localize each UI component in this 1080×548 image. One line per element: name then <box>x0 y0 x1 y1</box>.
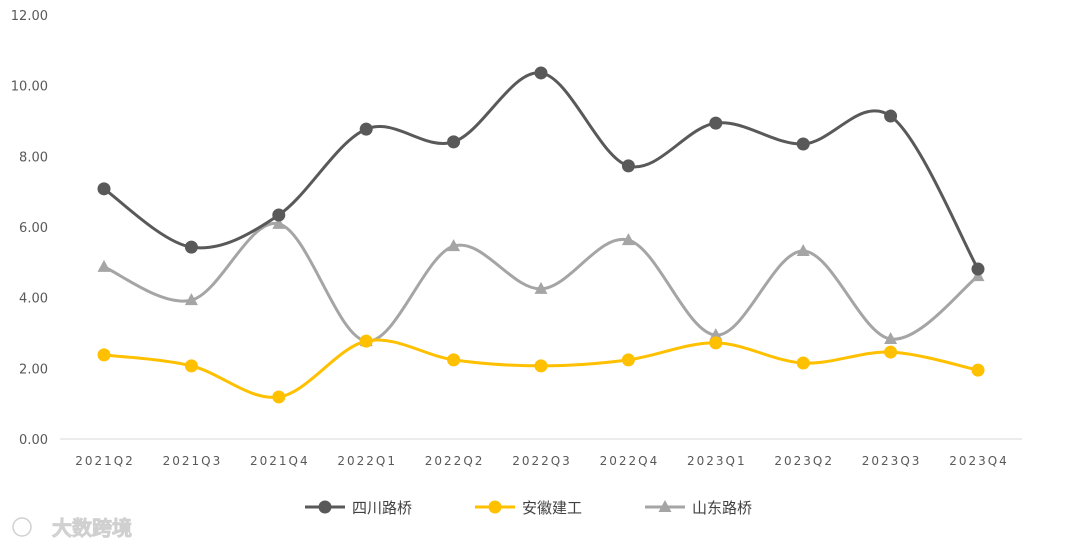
watermark: 大数跨境 <box>12 516 132 540</box>
data-point <box>447 353 461 367</box>
series-2 <box>97 216 985 347</box>
data-point <box>272 208 286 222</box>
data-point <box>534 281 548 294</box>
data-point <box>447 239 461 252</box>
x-tick-label: 2023Q4 <box>949 454 1009 468</box>
legend-label: 四川路桥 <box>352 499 412 517</box>
y-tick-label: 4.00 <box>19 292 48 307</box>
data-point <box>884 332 898 345</box>
data-point <box>709 336 723 350</box>
legend-item: 安徽建工 <box>475 499 582 517</box>
x-tick-label: 2022Q2 <box>425 454 485 468</box>
x-tick-label: 2023Q2 <box>774 454 834 468</box>
watermark-logo-icon <box>12 517 32 537</box>
data-point <box>447 135 461 149</box>
data-point <box>359 122 373 136</box>
x-tick-label: 2022Q3 <box>512 454 572 468</box>
data-point <box>534 359 548 373</box>
legend-marker <box>318 500 332 514</box>
data-point <box>709 328 723 341</box>
data-point <box>97 348 111 362</box>
y-tick-label: 6.00 <box>19 221 48 236</box>
x-tick-label: 2021Q3 <box>163 454 223 468</box>
legend-label: 安徽建工 <box>522 499 582 517</box>
data-point <box>796 356 810 370</box>
data-point <box>272 216 286 229</box>
data-point <box>621 159 635 173</box>
data-point <box>884 345 898 359</box>
x-tick-label: 2023Q1 <box>687 454 747 468</box>
data-point <box>359 334 373 348</box>
data-point <box>97 259 111 272</box>
y-tick-label: 2.00 <box>19 362 48 377</box>
legend-label: 山东路桥 <box>692 499 752 517</box>
legend-item: 山东路桥 <box>645 499 752 517</box>
data-point <box>709 116 723 130</box>
series-0 <box>97 66 985 276</box>
legend-marker <box>488 500 502 514</box>
y-tick-label: 10.00 <box>11 80 48 95</box>
data-point <box>621 233 635 246</box>
data-point <box>97 182 111 196</box>
x-tick-label: 2023Q3 <box>862 454 922 468</box>
data-point <box>534 66 548 80</box>
data-point <box>884 109 898 123</box>
y-tick-label: 12.00 <box>11 9 48 24</box>
series-line <box>103 71 980 270</box>
x-tick-label: 2021Q2 <box>75 454 135 468</box>
y-tick-label: 0.00 <box>19 433 48 448</box>
data-point <box>971 363 985 377</box>
data-point <box>796 137 810 151</box>
data-point <box>184 240 198 254</box>
x-tick-label: 2022Q1 <box>337 454 397 468</box>
x-tick-label: 2022Q4 <box>600 454 660 468</box>
series-1 <box>97 334 985 404</box>
data-point <box>184 293 198 306</box>
data-point <box>272 390 286 404</box>
legend-marker <box>658 500 672 512</box>
x-tick-label: 2021Q4 <box>250 454 310 468</box>
y-tick-label: 8.00 <box>19 150 48 165</box>
data-point <box>184 359 198 373</box>
data-point <box>621 353 635 367</box>
watermark-text: 大数跨境 <box>52 516 132 540</box>
legend-item: 四川路桥 <box>305 499 412 517</box>
data-point <box>971 262 985 276</box>
data-point <box>796 244 810 257</box>
